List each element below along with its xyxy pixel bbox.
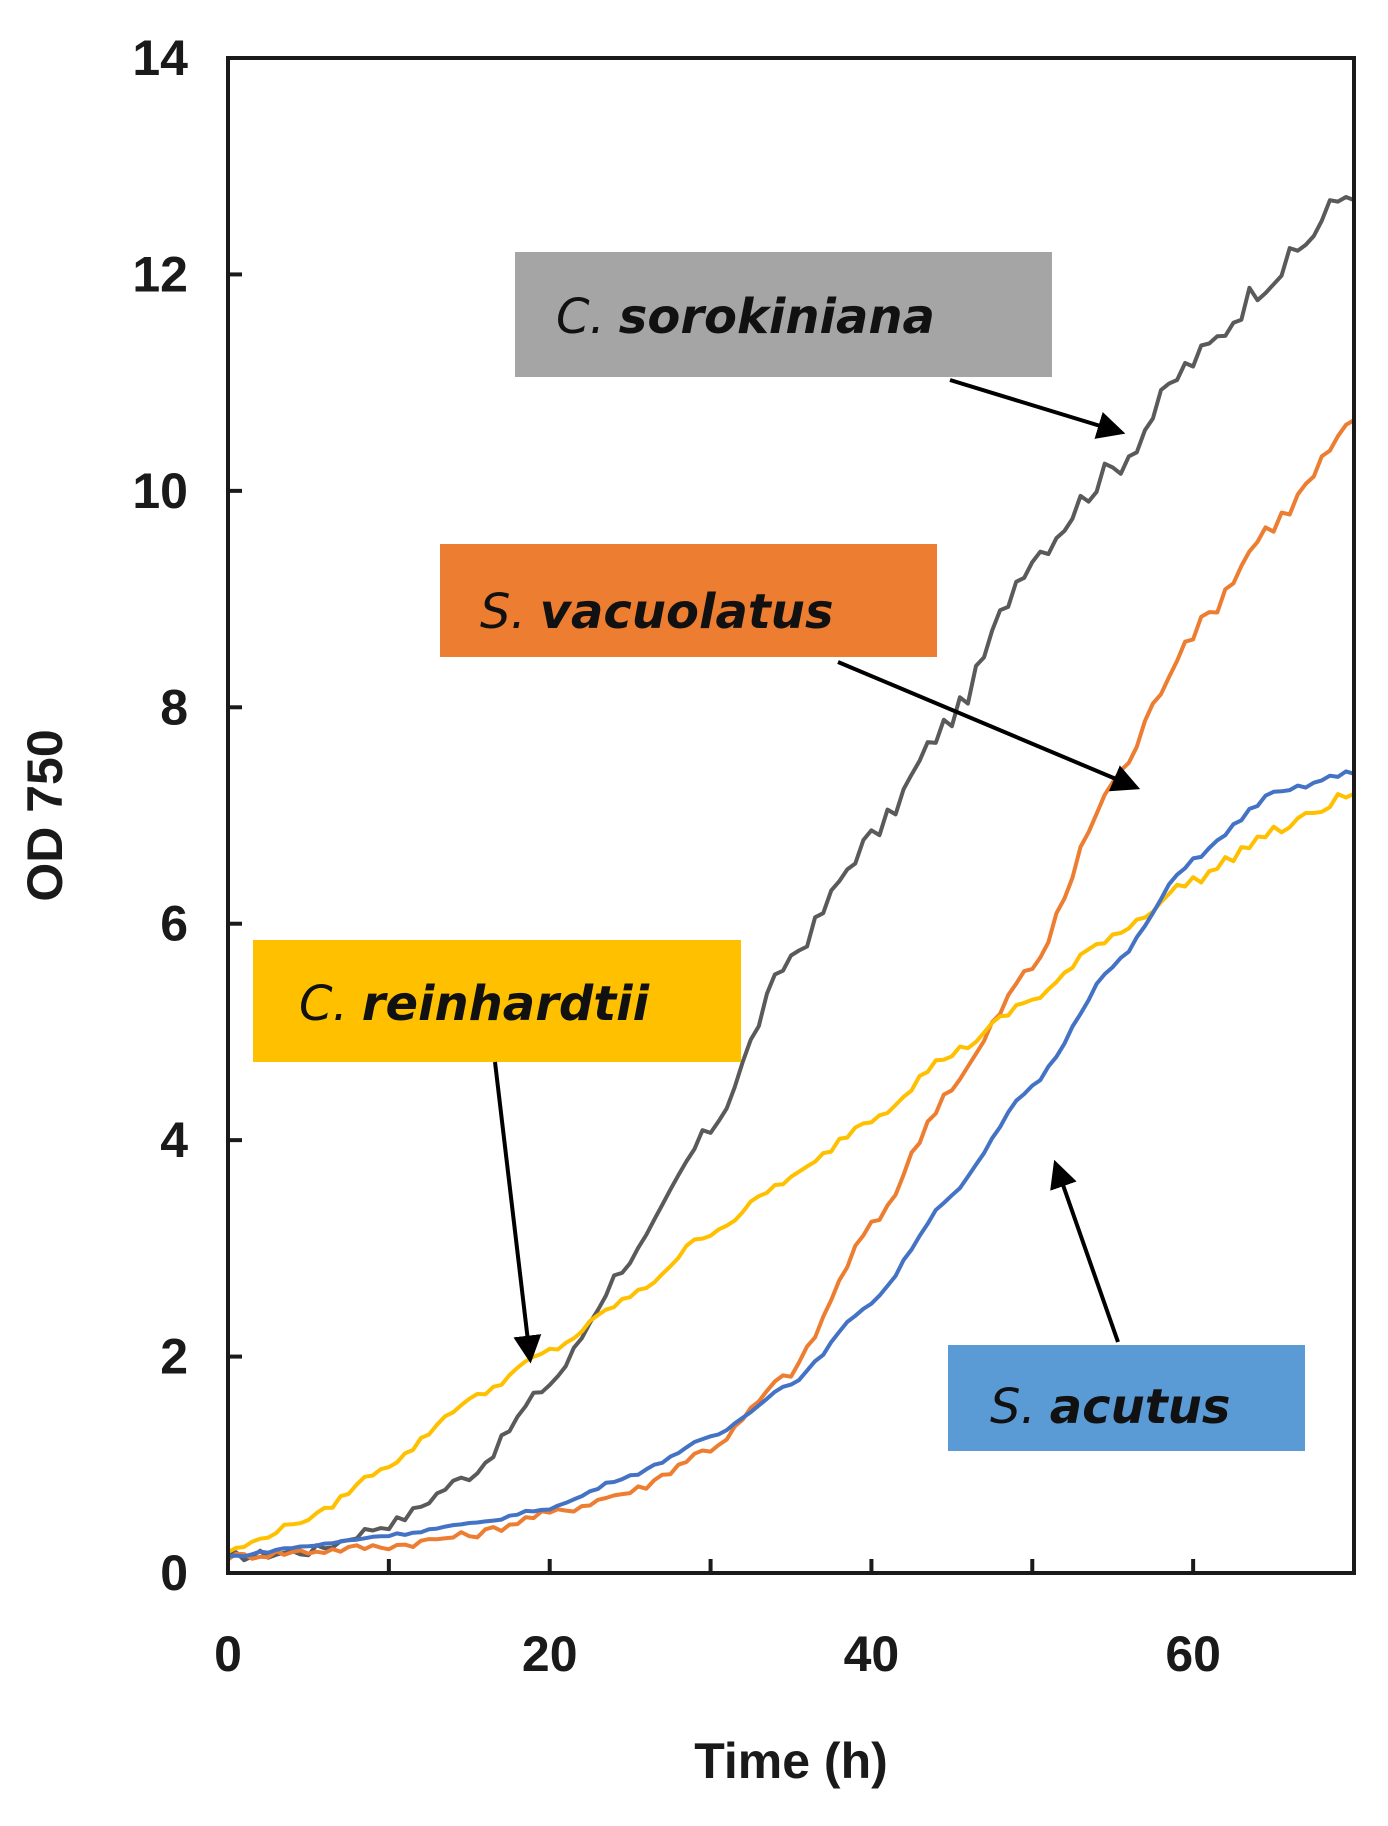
arrow-acutus: [1050, 1159, 1120, 1343]
x-tick-label: 20: [522, 1626, 578, 1682]
series-line-reinhardtii: [227, 791, 1355, 1554]
species-genus-initial: C.: [299, 976, 348, 1032]
arrow-reinhardtii: [493, 1061, 542, 1364]
series-line-acutus: [227, 769, 1355, 1559]
y-tick-label: 6: [160, 896, 188, 952]
species-label-sorokiniana: C. sorokiniana: [556, 289, 935, 345]
lines-layer: [226, 195, 1355, 1563]
species-label-box-sorokiniana: [515, 252, 1052, 377]
x-tick-label: 40: [844, 1626, 900, 1682]
y-tick-label: 4: [160, 1112, 188, 1168]
y-tick-label: 2: [160, 1329, 188, 1385]
species-label-box-vacuolatus: [440, 544, 937, 657]
species-label-vacuolatus: S. vacuolatus: [480, 584, 834, 640]
y-tick-label: 8: [160, 679, 188, 735]
species-genus-initial: S.: [480, 584, 526, 640]
plot-area-frame: [226, 56, 1356, 1575]
series-line-vacuolatus: [226, 418, 1355, 1562]
arrow-sorokiniana: [949, 378, 1126, 439]
y-tick-label: 0: [160, 1545, 188, 1601]
x-axis-title: Time (h): [694, 1733, 888, 1789]
species-label-box-reinhardtii: [253, 940, 741, 1062]
species-epithet: vacuolatus: [540, 584, 834, 640]
species-label-acutus: S. acutus: [990, 1379, 1230, 1435]
species-epithet: sorokiniana: [619, 289, 935, 345]
y-tick-label: 14: [132, 30, 188, 86]
y-tick-label: 12: [132, 246, 188, 302]
arrow-vacuolatus: [837, 660, 1141, 792]
series-line-sorokiniana: [227, 195, 1355, 1563]
x-tick-label: 60: [1165, 1626, 1221, 1682]
species-genus-initial: C.: [556, 289, 605, 345]
ticks-layer: 0 2 4 6 8 10 12 14 0 20 40 60: [132, 30, 1356, 1682]
y-tick-label: 10: [132, 463, 188, 519]
y-axis-title: OD 750: [17, 729, 73, 901]
species-genus-initial: S.: [990, 1379, 1036, 1435]
species-epithet: acutus: [1050, 1379, 1231, 1435]
species-label-reinhardtii: C. reinhardtii: [299, 976, 650, 1032]
species-epithet: reinhardtii: [362, 976, 650, 1032]
x-tick-label: 0: [214, 1626, 242, 1682]
species-label-box-acutus: [948, 1345, 1305, 1451]
